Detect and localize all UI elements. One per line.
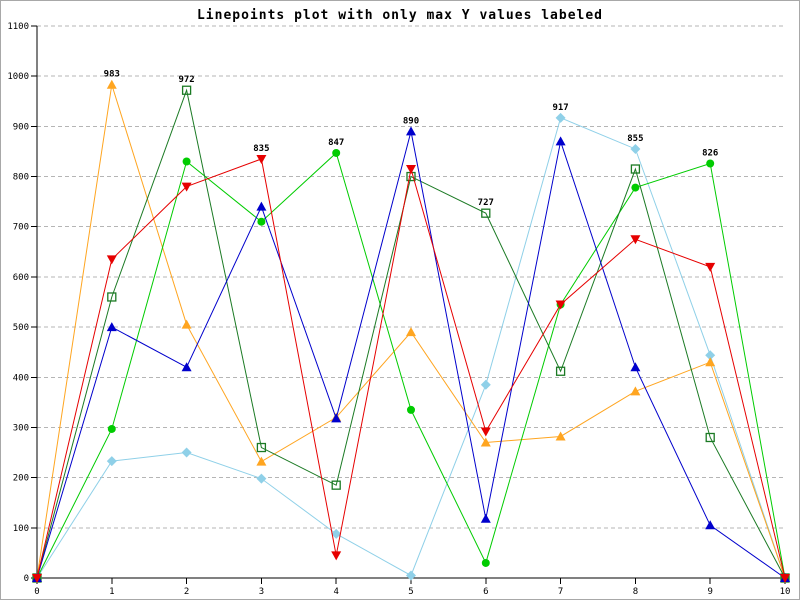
x-tick-label-10: 10 (780, 587, 791, 597)
marker-skyblue-diamond-x6 (480, 379, 491, 390)
max-label-x8: 855 (627, 134, 643, 144)
marker-skyblue-diamond-x9 (705, 350, 716, 361)
marker-orange-triangle-x2 (181, 319, 192, 329)
y-tick-label-200: 200 (13, 474, 29, 484)
marker-orange-triangle-x6 (480, 437, 491, 447)
max-label-x4: 847 (328, 138, 344, 148)
series-line-red-triangle-down (36, 158, 786, 579)
y-tick-label-800: 800 (13, 173, 29, 183)
max-label-x2: 972 (178, 75, 194, 85)
marker-skyblue-diamond-x8 (630, 143, 641, 154)
y-tick-label-700: 700 (13, 223, 29, 233)
marker-blue-triangle-x7 (555, 136, 566, 146)
marker-darkgreen-square-x2 (181, 85, 192, 95)
marker-blue-triangle-x5 (406, 126, 416, 136)
marker-red-triangle-down-x5 (406, 165, 416, 175)
x-tick-label-1: 1 (109, 587, 114, 597)
marker-red-triangle-down-x0 (32, 574, 42, 583)
marker-blue-triangle-x2 (181, 362, 192, 372)
x-tick-label-0: 0 (34, 587, 39, 597)
marker-darkgreen-square-x6 (481, 208, 491, 218)
marker-blue-triangle-x9 (705, 520, 716, 530)
series-line-blue-triangle (36, 131, 786, 579)
marker-skyblue-diamond-x5 (406, 570, 416, 581)
marker-orange-triangle-x1 (106, 79, 117, 89)
marker-green-circle-x3 (257, 217, 266, 226)
marker-orange-triangle-x7 (555, 431, 566, 441)
marker-skyblue-diamond-x7 (555, 112, 566, 123)
series-line-green-circle (36, 152, 786, 579)
y-tick-label-100: 100 (13, 524, 29, 534)
marker-green-circle-x4 (332, 148, 341, 157)
max-label-x7: 917 (552, 103, 568, 113)
series-line-darkgreen-square (36, 88, 786, 579)
marker-red-triangle-down-x9 (705, 262, 716, 272)
y-tick-label-1000: 1000 (7, 72, 29, 82)
marker-red-triangle-down-x6 (480, 427, 491, 437)
x-tick-label-5: 5 (408, 587, 413, 597)
marker-green-circle-x9 (706, 159, 715, 168)
marker-red-triangle-down-x3 (256, 154, 267, 164)
marker-red-triangle-down-x4 (331, 551, 342, 561)
max-label-x5: 890 (403, 116, 419, 126)
marker-orange-triangle-x8 (630, 386, 641, 396)
marker-darkgreen-square-x9 (705, 432, 715, 443)
x-tick-label-9: 9 (707, 587, 712, 597)
y-tick-label-1100: 1100 (7, 22, 29, 32)
chart-title: Linepoints plot with only max Y values l… (196, 8, 604, 23)
marker-blue-triangle-x4 (331, 413, 342, 423)
marker-green-circle-x2 (182, 157, 191, 166)
y-tick-label-400: 400 (13, 373, 29, 383)
marker-red-triangle-down-x8 (630, 235, 641, 245)
x-tick-label-3: 3 (259, 587, 264, 597)
marker-green-circle-x5 (407, 405, 415, 414)
marker-darkgreen-square-x8 (630, 164, 641, 174)
marker-skyblue-diamond-x2 (181, 447, 192, 458)
marker-darkgreen-square-x4 (331, 480, 341, 490)
marker-skyblue-diamond-x3 (256, 473, 267, 484)
marker-green-circle-x6 (481, 558, 490, 567)
marker-green-circle-x8 (631, 183, 640, 192)
marker-skyblue-diamond-x1 (106, 456, 117, 467)
marker-orange-triangle-x5 (406, 327, 416, 337)
marker-orange-triangle-x3 (256, 456, 267, 466)
marker-skyblue-diamond-x4 (331, 528, 342, 539)
y-tick-label-900: 900 (13, 122, 29, 132)
marker-red-triangle-down-x7 (555, 300, 566, 310)
marker-blue-triangle-x6 (480, 513, 491, 523)
y-tick-label-0: 0 (24, 574, 29, 584)
marker-green-circle-x1 (107, 424, 116, 433)
x-tick-label-6: 6 (483, 587, 488, 597)
marker-red-triangle-down-x10 (780, 574, 790, 583)
x-tick-label-2: 2 (184, 587, 189, 597)
marker-darkgreen-square-x1 (107, 292, 117, 302)
max-label-x9: 826 (702, 148, 718, 158)
x-tick-label-7: 7 (558, 587, 563, 597)
y-tick-label-500: 500 (13, 323, 29, 333)
x-tick-label-8: 8 (633, 587, 638, 597)
marker-blue-triangle-x1 (106, 322, 117, 332)
marker-red-triangle-down-x1 (106, 255, 117, 265)
marker-blue-triangle-x8 (630, 362, 641, 372)
max-label-x1: 983 (104, 70, 120, 80)
marker-orange-triangle-x9 (705, 357, 716, 367)
marker-darkgreen-square-x3 (256, 442, 267, 453)
marker-blue-triangle-x3 (256, 201, 267, 211)
max-label-x6: 727 (478, 198, 494, 208)
marker-darkgreen-square-x7 (555, 366, 566, 376)
x-tick-label-4: 4 (333, 587, 338, 597)
series-line-skyblue-diamond (36, 117, 786, 579)
max-label-x3: 835 (253, 144, 269, 154)
y-tick-label-300: 300 (13, 423, 29, 433)
marker-red-triangle-down-x2 (181, 182, 192, 192)
y-tick-label-600: 600 (13, 273, 29, 283)
